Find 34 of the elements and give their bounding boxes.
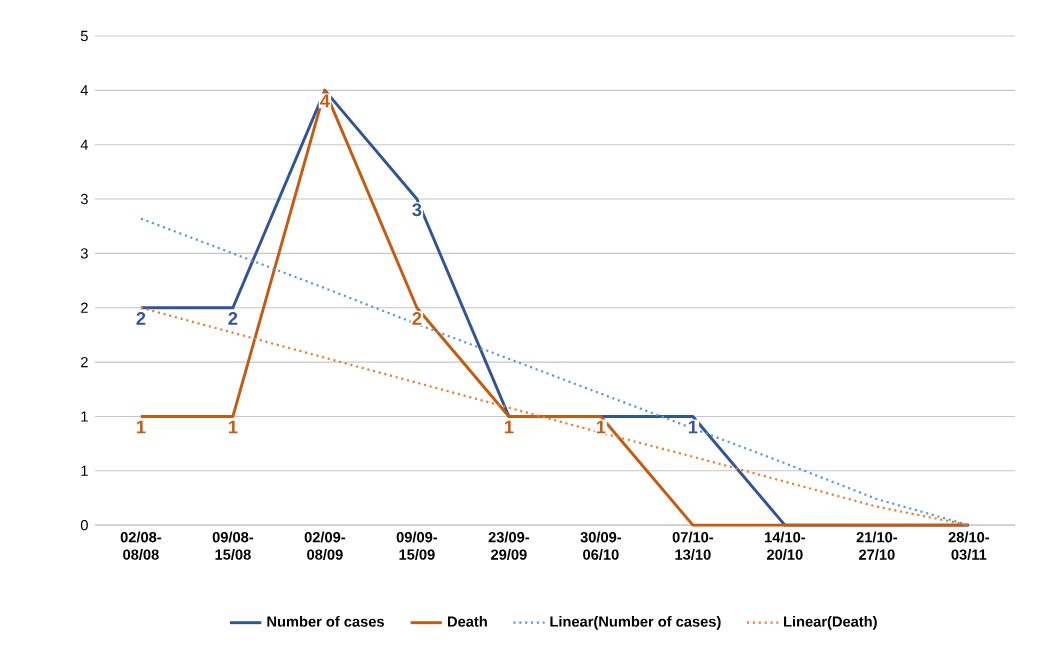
x-tick-label: 07/10-13/10	[672, 531, 714, 560]
data-label: 1	[504, 420, 514, 434]
x-tick-label: 14/10-20/10	[765, 531, 806, 560]
y-tick-label: 4	[80, 139, 89, 150]
legend-label: Linear(Number of cases)	[550, 615, 721, 630]
legend-label: Number of cases	[267, 615, 384, 627]
data-label: 2	[228, 311, 238, 325]
y-tick-label: 1	[81, 465, 88, 476]
y-tick-label: 2	[81, 356, 88, 368]
y-tick-label: 1	[81, 411, 88, 422]
data-label: 1	[136, 420, 146, 434]
data-label: 4	[320, 94, 330, 108]
data-label: 1	[688, 420, 698, 434]
x-tick-label: 09/08-15/08	[212, 531, 254, 560]
data-label: 2	[412, 311, 422, 325]
x-tick-label: 30/09-06/10	[580, 531, 622, 560]
y-tick-label: 0	[80, 519, 88, 531]
x-tick-label: 02/09-08/09	[304, 531, 346, 560]
data-label: 1	[596, 420, 606, 434]
x-tick-label: 21/10-27/10	[856, 531, 898, 560]
x-tick-label: 28/10-03/11	[948, 531, 990, 560]
y-tick-label: 5	[80, 30, 88, 42]
y-tick-label: 4	[80, 85, 89, 96]
y-tick-label: 3	[80, 248, 88, 259]
legend-label: Linear(Death)	[784, 615, 877, 630]
data-label: 3	[412, 203, 422, 217]
x-tick-label: 23/09-29/09	[488, 531, 530, 560]
data-label: 2	[136, 311, 146, 325]
data-label: 1	[228, 420, 238, 434]
x-tick-label: 02/08-08/08	[120, 531, 162, 560]
y-tick-label: 2	[81, 302, 88, 313]
x-tick-label: 09/09-15/09	[396, 531, 438, 560]
legend-label: Death	[447, 615, 487, 627]
y-tick-label: 3	[80, 193, 88, 205]
